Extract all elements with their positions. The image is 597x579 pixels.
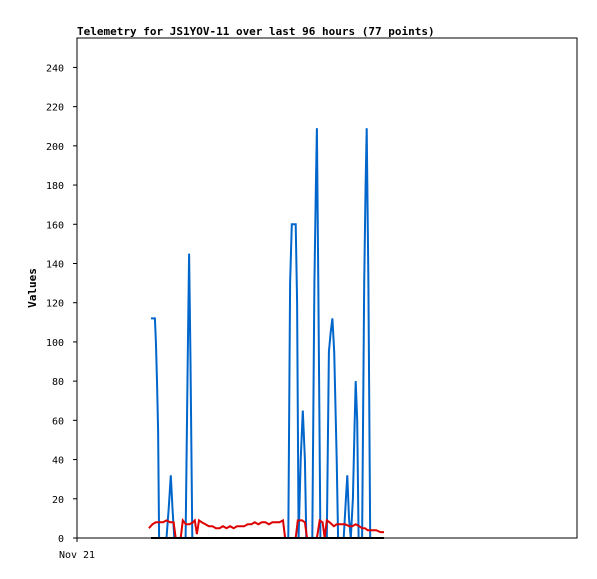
- y-tick-label: 120: [46, 299, 64, 310]
- x-tick-label: Nov 21: [59, 550, 95, 561]
- y-tick-label: 180: [46, 181, 64, 192]
- y-tick-label: 80: [52, 377, 64, 388]
- series-line-2: [148, 517, 384, 539]
- series-line-1: [151, 128, 372, 539]
- y-tick-label: 60: [52, 416, 64, 427]
- y-axis: 0 20 40 60 80 100 120 140 160 180 200 220 240: [46, 63, 77, 545]
- y-tick-label: 20: [52, 495, 64, 506]
- y-tick-label: 140: [46, 259, 64, 270]
- y-tick-label: 200: [46, 142, 64, 153]
- y-axis-label: Values: [26, 268, 39, 308]
- y-tick-label: 0: [58, 534, 64, 545]
- y-tick-label: 160: [46, 220, 64, 231]
- y-tick-label: 220: [46, 103, 64, 114]
- chart-title: Telemetry for JS1YOV-11 over last 96 hou…: [77, 25, 435, 38]
- series-layer: [148, 128, 384, 539]
- y-tick-label: 40: [52, 456, 64, 467]
- x-axis: Nov 21: [59, 538, 95, 561]
- y-tick-label: 240: [46, 63, 64, 74]
- y-tick-label: 100: [46, 338, 64, 349]
